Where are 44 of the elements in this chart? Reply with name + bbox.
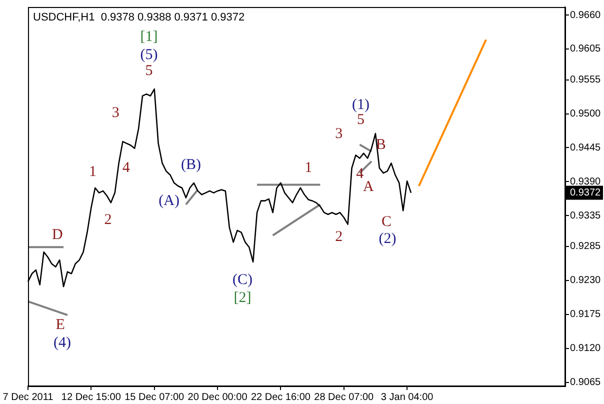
annotation: 3 [335,126,343,142]
x-tick-label: 7 Dec 2011 [2,392,54,403]
annotation: 4 [356,166,364,182]
annotation: E [56,316,65,333]
chart-title: USDCHF,H1 0.9378 0.9388 0.9371 0.9372 [33,12,245,24]
x-tick-label: 28 Dec 07:00 [314,392,374,403]
y-tick-label: 0.9120 [570,343,602,354]
y-tick-label: 0.9285 [570,241,602,252]
y-tick-label: 0.9555 [570,74,602,86]
annotation: (2) [378,230,396,247]
annotation: 5 [357,112,365,128]
annotation: 1 [89,164,97,180]
annotation: D [52,226,64,243]
annotation: [1] [140,28,158,45]
y-tick-label: 0.9175 [570,309,602,320]
annotation: (B) [181,156,202,173]
y-tick-label: 0.9500 [570,108,602,120]
y-tick-label: 0.9335 [570,210,602,222]
y-tick-label: 0.9445 [570,142,602,154]
annotation: [2] [234,290,252,306]
y-tick-label: 0.9390 [570,176,602,188]
text: 0.9372 [570,188,602,199]
annotation: 1 [304,160,312,176]
annotation: (A) [158,192,180,209]
annotation: (5) [140,46,158,63]
annotation: 5 [145,62,153,79]
annotation: (C) [232,272,253,288]
annotation: 3 [112,104,120,121]
x-tick-label: 12 Dec 15:00 [61,392,122,403]
y-tick-label: 0.9230 [570,275,602,286]
x-tick-label: 20 Dec 00:00 [188,392,248,403]
y-tick-label: 0.9660 [570,10,602,21]
y-tick-label: 0.9065 [570,377,602,388]
x-tick-label: 22 Dec 16:00 [250,392,311,403]
annotation: 4 [122,160,130,176]
annotation: A [363,178,374,195]
annotation: C [382,214,392,230]
annotation: (1) [352,96,370,113]
annotation: 2 [104,212,112,228]
annotation: (4) [53,334,71,351]
annotation: 2 [335,228,343,245]
x-tick-label: 15 Dec 07:00 [124,392,185,403]
x-tick-label: 3 Jan 04:00 [380,392,434,403]
y-tick-label: 0.9605 [570,44,602,55]
